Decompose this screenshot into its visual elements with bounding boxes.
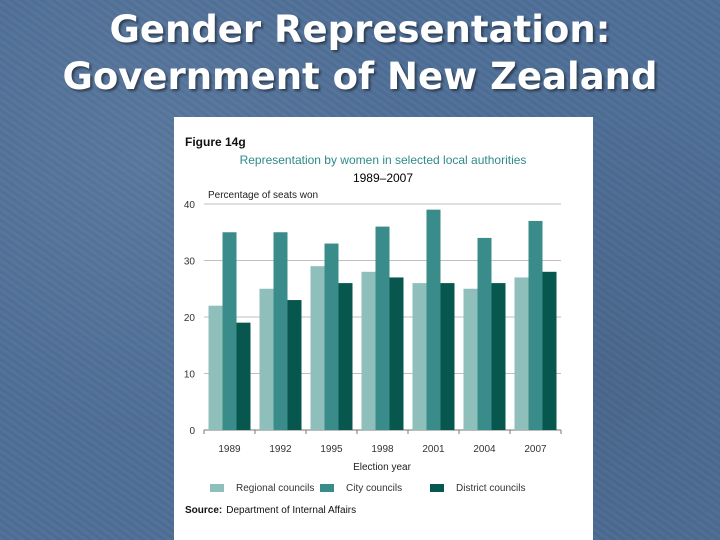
y-tick-label: 40 bbox=[184, 200, 196, 211]
bar-regional-councils-1992 bbox=[259, 288, 274, 430]
bar-city-councils-1989 bbox=[222, 232, 237, 430]
bar-city-councils-2001 bbox=[426, 209, 441, 430]
bar-regional-councils-2004 bbox=[463, 288, 478, 430]
x-tick-label: 1998 bbox=[371, 444, 394, 455]
legend-swatch-regional-councils bbox=[210, 484, 224, 492]
y-axis-label: Percentage of seats won bbox=[208, 190, 318, 201]
legend-label: Regional councils bbox=[236, 483, 314, 494]
y-tick-label: 10 bbox=[184, 370, 196, 381]
legend-swatch-district-councils bbox=[430, 484, 444, 492]
bar-district-councils-1995 bbox=[338, 283, 353, 430]
bar-district-councils-2007 bbox=[542, 271, 557, 430]
bar-district-councils-1992 bbox=[287, 300, 302, 430]
bar-city-councils-2004 bbox=[477, 237, 492, 430]
bar-chart: Figure 14g Representation by women in se… bbox=[184, 135, 562, 516]
bar-district-councils-1989 bbox=[236, 322, 251, 430]
x-tick-label: 1992 bbox=[269, 444, 292, 455]
source-note: Source: Department of Internal Affairs bbox=[185, 505, 356, 516]
source-label: Source: bbox=[185, 505, 222, 516]
slide-title-line-1: Gender Representation: bbox=[109, 8, 611, 51]
y-tick-label: 20 bbox=[184, 313, 196, 324]
chart-title: Representation by women in selected loca… bbox=[240, 153, 527, 167]
bar-city-councils-1995 bbox=[324, 243, 339, 430]
bar-regional-councils-2007 bbox=[514, 277, 529, 430]
legend-swatch-city-councils bbox=[320, 484, 334, 492]
x-tick-label: 2001 bbox=[422, 444, 445, 455]
chart-subtitle: 1989–2007 bbox=[353, 171, 413, 185]
x-tick-label: 1995 bbox=[320, 444, 343, 455]
figure-label: Figure 14g bbox=[185, 135, 246, 149]
bar-regional-councils-2001 bbox=[412, 283, 427, 430]
bar-regional-councils-1989 bbox=[208, 305, 223, 430]
y-tick-label: 30 bbox=[184, 257, 196, 268]
slide-title-line-2: Government of New Zealand bbox=[62, 55, 658, 98]
bar-city-councils-2007 bbox=[528, 220, 543, 430]
legend-label: City councils bbox=[346, 483, 402, 494]
slide-title: Gender Representation: Government of New… bbox=[0, 6, 720, 100]
bar-city-councils-1998 bbox=[375, 226, 390, 430]
figure-card: Figure 14g Representation by women in se… bbox=[174, 117, 593, 540]
bar-city-councils-1992 bbox=[273, 232, 288, 430]
x-axis-label: Election year bbox=[353, 462, 411, 473]
bar-district-councils-2001 bbox=[440, 283, 455, 430]
x-tick-label: 2007 bbox=[524, 444, 547, 455]
x-tick-label: 1989 bbox=[218, 444, 241, 455]
y-tick-label: 0 bbox=[189, 426, 195, 437]
x-tick-label: 2004 bbox=[473, 444, 496, 455]
legend-label: District councils bbox=[456, 483, 525, 494]
source-text: Department of Internal Affairs bbox=[226, 505, 356, 516]
bar-regional-councils-1995 bbox=[310, 266, 325, 430]
bar-regional-councils-1998 bbox=[361, 271, 376, 430]
bar-district-councils-2004 bbox=[491, 283, 506, 430]
bar-district-councils-1998 bbox=[389, 277, 404, 430]
